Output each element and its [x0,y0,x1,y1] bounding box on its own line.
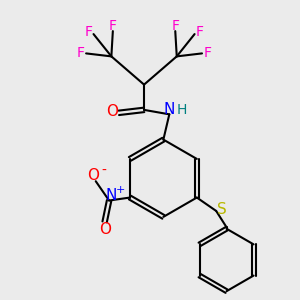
Text: F: F [203,46,211,60]
Text: F: F [84,25,92,39]
Text: +: + [116,185,125,195]
Text: F: F [171,19,179,33]
Text: -: - [102,164,106,178]
Text: H: H [177,103,187,117]
Text: O: O [99,222,111,237]
Text: O: O [106,104,118,119]
Text: F: F [77,46,85,60]
Text: O: O [87,168,99,183]
Text: F: F [196,25,204,39]
Text: S: S [217,202,226,217]
Text: N: N [164,102,175,117]
Text: N: N [106,188,117,203]
Text: F: F [109,19,117,33]
